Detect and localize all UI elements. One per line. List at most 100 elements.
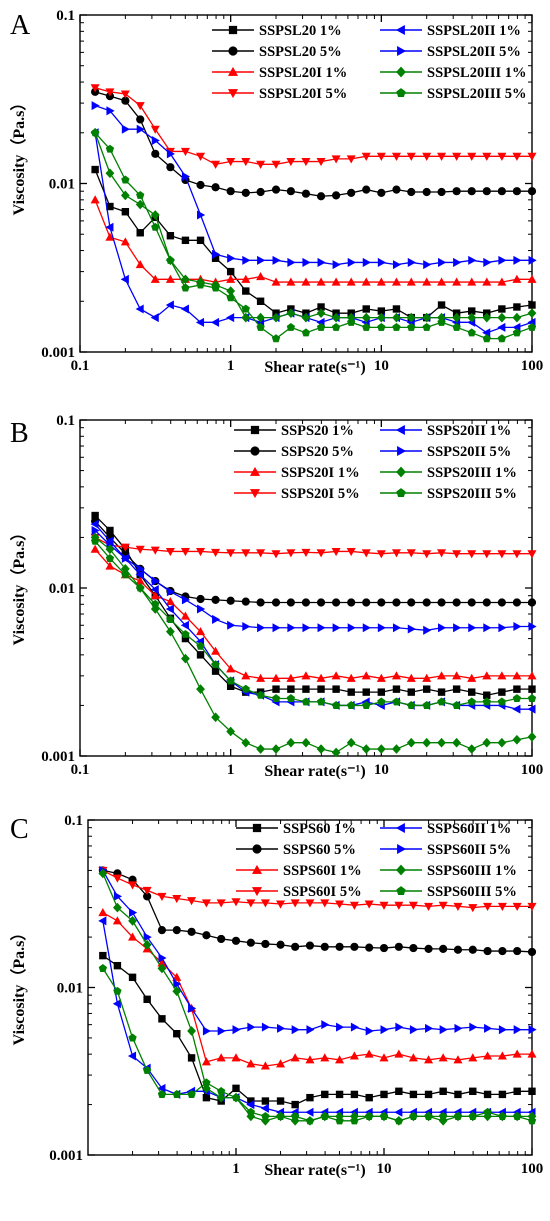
data-point — [276, 1097, 285, 1105]
data-point — [271, 598, 281, 607]
data-point — [467, 312, 477, 323]
series-line — [102, 873, 532, 1122]
data-point — [452, 701, 461, 709]
legend-label: SSPS20II 1% — [427, 423, 511, 439]
legend-marker — [252, 844, 262, 854]
data-point — [157, 963, 167, 974]
legend-marker — [251, 864, 263, 874]
data-point — [121, 553, 130, 563]
data-point — [331, 671, 341, 680]
data-point — [287, 685, 295, 693]
data-point — [98, 907, 108, 917]
data-point — [201, 1083, 211, 1094]
data-point — [216, 899, 226, 908]
legend-item: SSPS60 1% — [236, 821, 356, 837]
data-point — [165, 596, 175, 606]
data-point — [438, 1053, 448, 1062]
data-point — [150, 546, 160, 555]
data-point — [380, 1090, 388, 1099]
legend-marker — [228, 46, 238, 56]
data-point — [271, 673, 281, 682]
legend-marker — [249, 489, 261, 499]
data-point — [90, 128, 100, 137]
data-point — [320, 942, 329, 951]
series-line — [102, 869, 533, 953]
data-point — [98, 868, 108, 879]
data-point — [528, 685, 536, 693]
data-point — [453, 257, 462, 267]
legend-marker — [395, 822, 405, 834]
data-point — [362, 323, 371, 331]
data-point — [257, 623, 266, 633]
data-point — [290, 899, 300, 908]
legend-item: SSPS20I 1% — [234, 465, 360, 481]
data-point — [316, 673, 326, 682]
data-point — [166, 149, 176, 159]
data-point — [527, 902, 537, 911]
data-point — [376, 312, 386, 323]
data-point — [467, 697, 476, 706]
data-point — [231, 936, 241, 945]
data-point — [347, 598, 356, 607]
data-point — [362, 701, 371, 709]
data-point — [202, 931, 211, 940]
legend-item: SSPS60III 1% — [380, 863, 517, 879]
data-point — [347, 701, 356, 709]
data-point — [301, 671, 311, 680]
data-point — [512, 598, 522, 607]
data-point — [439, 1025, 448, 1035]
data-point — [512, 187, 522, 196]
series-ssps60i-1- — [98, 907, 537, 1070]
data-point — [452, 685, 461, 693]
data-point — [452, 671, 462, 680]
data-point — [211, 160, 221, 169]
data-point — [482, 312, 492, 323]
data-point — [346, 547, 356, 557]
data-point — [286, 737, 296, 748]
data-point — [437, 301, 446, 309]
legend-item: SSPS60II 5% — [380, 842, 511, 858]
legend-item: SSPS20 5% — [234, 444, 354, 460]
data-point — [217, 1026, 226, 1036]
data-point — [256, 549, 266, 558]
data-point — [242, 621, 251, 632]
data-point — [166, 163, 175, 172]
data-point — [257, 255, 266, 265]
data-point — [246, 1100, 255, 1110]
data-point — [349, 901, 359, 910]
data-point — [347, 317, 356, 326]
data-point — [316, 598, 326, 607]
data-point — [422, 323, 431, 331]
data-point — [424, 1055, 434, 1064]
data-point — [437, 549, 447, 558]
data-point — [166, 615, 175, 623]
data-point — [135, 260, 145, 269]
data-point — [468, 904, 478, 913]
legend-item: SSPS20II 1% — [380, 423, 511, 439]
data-point — [316, 323, 326, 331]
data-point — [364, 1049, 374, 1058]
data-point — [527, 152, 537, 161]
data-point — [332, 685, 340, 693]
data-point — [377, 598, 386, 607]
data-point — [528, 255, 537, 265]
data-point — [497, 598, 506, 607]
data-point — [512, 734, 522, 745]
data-point — [391, 549, 401, 558]
data-point — [260, 1103, 269, 1113]
series-line — [94, 536, 532, 555]
legend-label: SSPS20I 1% — [281, 465, 360, 481]
series-line — [94, 530, 532, 631]
data-point — [271, 694, 281, 703]
data-point — [211, 548, 221, 557]
panel-b: B Viscosity（Pa.s） Shear rate(s⁻¹) 0.1 1 10… — [10, 413, 543, 780]
data-point — [246, 899, 256, 908]
data-point — [260, 1061, 270, 1070]
data-point — [173, 979, 182, 989]
data-point — [407, 187, 416, 197]
data-point — [142, 886, 152, 896]
legend-marker — [396, 66, 406, 78]
x-axis-label: Shear rate(s⁻¹) — [264, 763, 365, 780]
legend-label: SSPS60II 5% — [427, 842, 511, 858]
data-point — [305, 941, 315, 950]
